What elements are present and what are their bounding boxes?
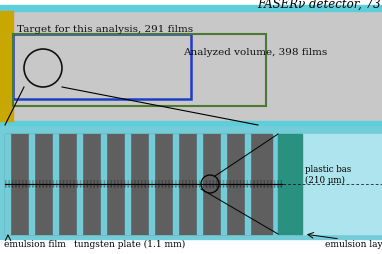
Bar [221, 134, 226, 234]
Bar [245, 134, 250, 234]
Bar [197, 134, 202, 234]
Bar [5, 134, 272, 234]
Bar [53, 134, 58, 234]
Bar [125, 134, 130, 234]
Bar [29, 134, 34, 234]
Bar [101, 134, 106, 234]
Bar [149, 134, 154, 234]
Text: emulsion layers (: emulsion layers ( [325, 239, 382, 248]
Text: emulsion film: emulsion film [4, 239, 66, 248]
Bar [13, 35, 191, 100]
Bar [302, 134, 382, 234]
Bar [0, 6, 382, 12]
Bar [173, 134, 178, 234]
Bar [0, 125, 382, 239]
Text: plastic bas
(210 μm): plastic bas (210 μm) [305, 165, 351, 184]
Bar [0, 12, 13, 121]
Text: FASERν detector, 73: FASERν detector, 73 [257, 0, 381, 10]
Text: Analyzed volume, 398 films: Analyzed volume, 398 films [183, 48, 327, 57]
Bar [0, 12, 382, 121]
Text: Target for this analysis, 291 films: Target for this analysis, 291 films [17, 25, 193, 34]
Text: tungsten plate (1.1 mm): tungsten plate (1.1 mm) [74, 239, 186, 248]
Bar [13, 35, 266, 107]
Bar [77, 134, 82, 234]
Bar [278, 134, 302, 234]
Bar [0, 121, 382, 125]
Bar [5, 134, 10, 234]
